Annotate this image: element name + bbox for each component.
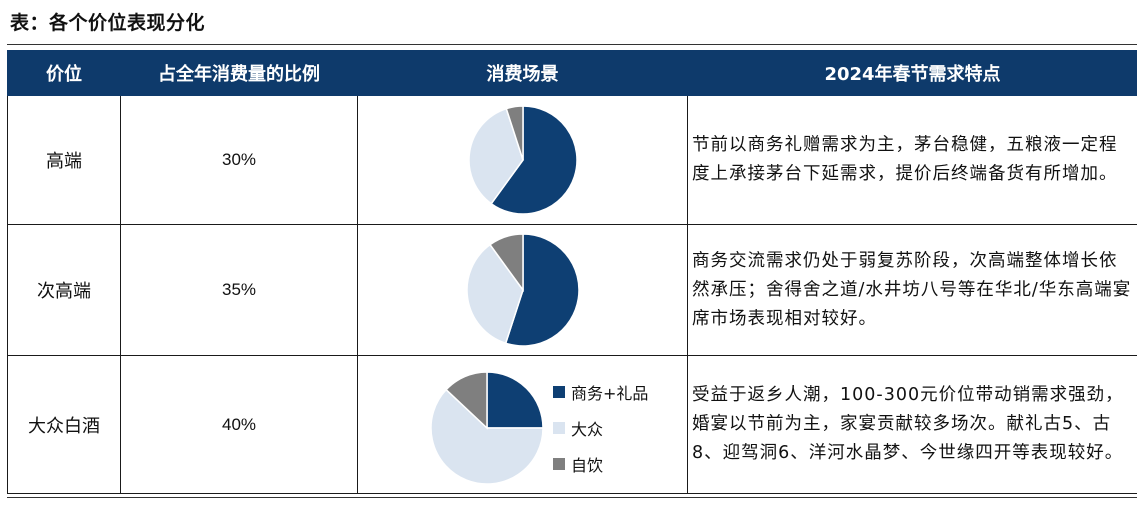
legend-label: 自饮 <box>571 456 604 475</box>
scenario-pie-sub-high-end <box>465 233 580 347</box>
table-row: 次高端 35% 商务交流需求仍处于弱复苏阶段，次高端整体增长依然承压；舍得舍之道… <box>7 224 1137 356</box>
legend-swatch-business-gift <box>553 386 565 398</box>
header-features: 2024年春节需求特点 <box>687 50 1137 96</box>
pie-slice-business-gift <box>486 371 544 429</box>
price-tier-table: 价位 占全年消费量的比例 消费场景 2024年春节需求特点 高端 30% 节前以… <box>7 50 1137 494</box>
legend-label: 商务+礼品 <box>571 384 649 403</box>
header-scenario: 消费场景 <box>357 50 688 96</box>
legend-item: 大众 <box>553 410 648 446</box>
pie-wrapper <box>430 371 544 485</box>
pie-slice-self-drink <box>488 233 524 293</box>
bottom-rule <box>7 497 1137 498</box>
tier-cell: 高端 <box>7 95 121 225</box>
scenario-pie-cell <box>357 224 688 356</box>
header-row: 价位 占全年消费量的比例 消费场景 2024年春节需求特点 <box>7 50 1137 96</box>
pie-slice-mass <box>430 388 544 485</box>
pie-slice-business-gift <box>489 105 578 215</box>
scenario-pie-high-end <box>467 105 578 215</box>
share-cell: 40% <box>120 355 358 494</box>
header-tier: 价位 <box>7 50 121 96</box>
pie-slice-mass <box>465 243 524 345</box>
legend-item: 自饮 <box>553 446 648 482</box>
tier-cell: 大众白酒 <box>7 355 121 494</box>
pie-slice-self-drink <box>504 105 524 161</box>
scenario-pie-cell <box>357 95 688 225</box>
tier-cell: 次高端 <box>7 224 121 356</box>
features-cell: 商务交流需求仍处于弱复苏阶段，次高端整体增长依然承压；舍得舍之道/水井坊八号等在… <box>687 224 1137 356</box>
legend-label: 大众 <box>571 420 604 439</box>
legend-swatch-mass <box>553 422 565 434</box>
share-cell: 35% <box>120 224 358 356</box>
header-share: 占全年消费量的比例 <box>120 50 358 96</box>
table-row: 高端 30% 节前以商务礼赠需求为主，茅台稳健，五粮液一定程度上承接茅台下延需求… <box>7 95 1137 225</box>
pie-legend: 商务+礼品 大众 自饮 <box>553 374 648 482</box>
legend-swatch-self-drink <box>553 458 565 470</box>
scenario-pie-mass-market <box>430 371 544 485</box>
share-cell: 30% <box>120 95 358 225</box>
legend-item: 商务+礼品 <box>553 374 648 410</box>
features-cell: 受益于返乡人潮，100-300元价位带动销需求强劲，婚宴以节前为主，家宴贡献较多… <box>687 355 1137 494</box>
features-cell: 节前以商务礼赠需求为主，茅台稳健，五粮液一定程度上承接茅台下延需求，提价后终端备… <box>687 95 1137 225</box>
pie-slice-business-gift <box>504 233 580 347</box>
pie-slice-self-drink <box>445 371 488 430</box>
table-row: 大众白酒 40% 商务+礼品 大众 自 <box>7 355 1137 494</box>
table-title: 表：各个价位表现分化 <box>10 12 206 34</box>
top-rule <box>7 44 1137 45</box>
pie-slice-mass <box>467 107 524 205</box>
scenario-pie-cell: 商务+礼品 大众 自饮 <box>357 355 688 494</box>
